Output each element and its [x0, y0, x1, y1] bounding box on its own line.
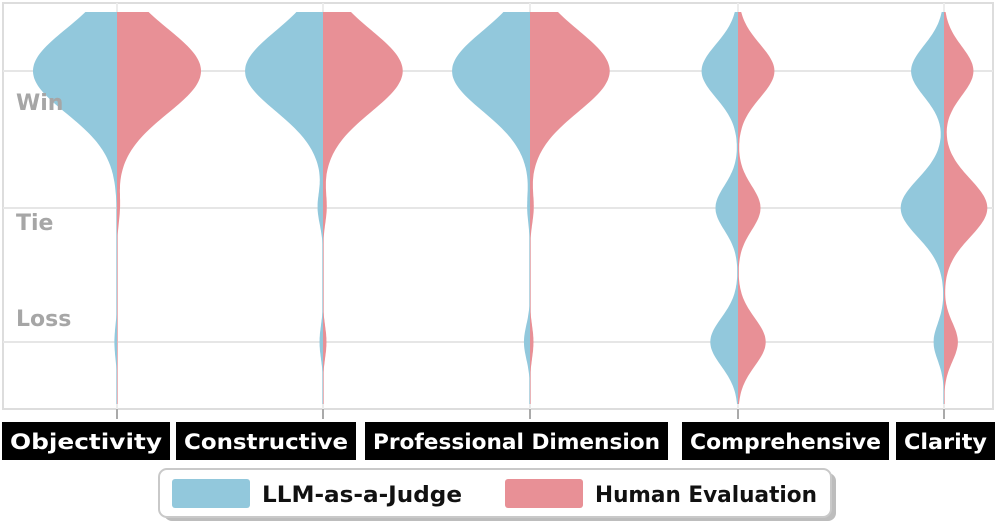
violin-layer	[33, 12, 988, 404]
violin-comprehensive-llm-as-a-judge	[701, 12, 738, 404]
legend-swatch-llm-as-a-judge	[172, 479, 250, 508]
legend-label-human-evaluation: Human Evaluation	[595, 483, 817, 508]
x-label-box-objectivity	[2, 422, 170, 460]
y-tick-labels: Win Tie Loss	[16, 91, 71, 332]
x-tick-label-comprehensive: Comprehensive	[690, 430, 881, 454]
violin-clarity-human-evaluation	[944, 12, 988, 404]
violin-objectivity-llm-as-a-judge	[33, 12, 117, 404]
x-tick-label-clarity: Clarity	[904, 430, 987, 454]
violin-constructive-llm-as-a-judge	[245, 12, 323, 404]
x-tick-label-objectivity: Objectivity	[10, 430, 162, 454]
x-label-box-professional-dimension	[365, 422, 668, 460]
legend: LLM-as-a-Judge Human Evaluation	[158, 468, 836, 521]
violin-comprehensive-human-evaluation	[738, 12, 775, 404]
violin-professional-dimension-human-evaluation	[530, 12, 610, 404]
y-tick-label-tie: Tie	[16, 211, 53, 236]
violin-constructive-human-evaluation	[323, 12, 403, 404]
violin-objectivity-human-evaluation	[117, 12, 201, 404]
x-label-box-comprehensive	[682, 422, 889, 460]
x-tick-label-professional-dimension: Professional Dimension	[373, 430, 660, 454]
y-tick-label-loss: Loss	[16, 307, 71, 332]
x-label-box-constructive	[176, 422, 356, 460]
violin-professional-dimension-llm-as-a-judge	[452, 12, 530, 404]
x-tick-labels: Objectivity Constructive Professional Dime…	[2, 422, 995, 460]
x-label-box-clarity	[896, 422, 995, 460]
x-tick-label-constructive: Constructive	[184, 430, 348, 454]
violin-clarity-llm-as-a-judge	[900, 12, 944, 404]
legend-box	[158, 468, 832, 518]
legend-swatch-human-evaluation	[505, 479, 583, 508]
y-tick-label-win: Win	[16, 91, 63, 116]
legend-label-llm-as-a-judge: LLM-as-a-Judge	[262, 483, 462, 508]
